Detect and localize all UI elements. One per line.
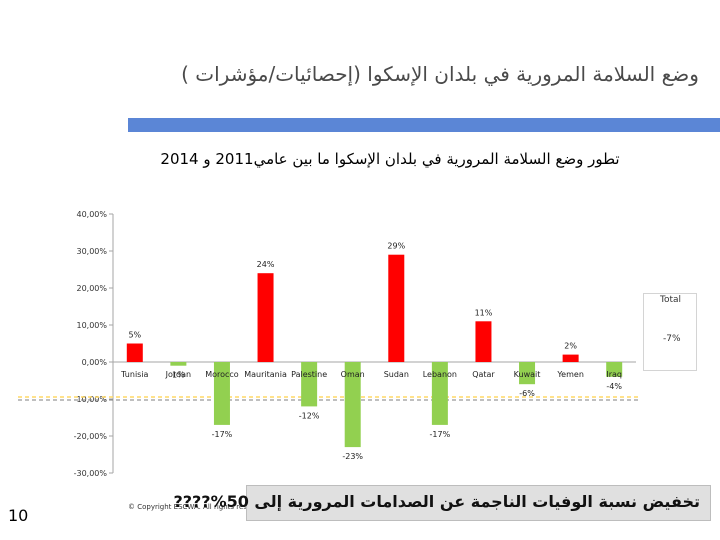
- x-tick-label: Yemen: [556, 370, 584, 379]
- x-tick-label: Palestine: [291, 370, 327, 379]
- footer-box: تخفيض نسبة الوفيات الناجمة عن الصدامات ا…: [173, 485, 711, 521]
- data-label: 2%: [564, 342, 577, 351]
- bar: [388, 254, 405, 362]
- data-label: 1%: [172, 371, 185, 380]
- y-tick-label: -30,00%: [74, 469, 108, 478]
- footer-text: تخفيض نسبة الوفيات الناجمة عن الصدامات ا…: [173, 492, 700, 511]
- data-label: -6%: [519, 389, 535, 398]
- chart-axes: 40,00%30,00%20,00%10,00%0,00%-10,00%-20,…: [18, 210, 640, 478]
- bar: [257, 273, 274, 362]
- slide-title: وضع السلامة المرورية في بلدان الإسكوا (إ…: [181, 62, 699, 86]
- data-label: -12%: [299, 411, 320, 420]
- y-tick-label: 20,00%: [76, 284, 107, 293]
- bar: [344, 362, 361, 448]
- data-label: -23%: [342, 452, 363, 461]
- chart-title: تطور وضع السلامة المرورية في بلدان الإسك…: [160, 150, 620, 168]
- data-label: -17%: [212, 430, 233, 439]
- data-label: 24%: [257, 260, 275, 269]
- x-tick-label: Iraq: [606, 370, 622, 379]
- bar: [475, 321, 492, 362]
- y-tick-label: 10,00%: [76, 321, 107, 330]
- bar: [431, 362, 448, 425]
- y-tick-label: -20,00%: [74, 432, 108, 441]
- data-label: -17%: [430, 430, 451, 439]
- bar: [606, 362, 623, 377]
- legend-label: Total: [660, 295, 682, 305]
- page-number: 10: [8, 506, 29, 525]
- x-tick-label: Morocco: [205, 370, 239, 379]
- x-tick-label: Tunisia: [120, 370, 148, 379]
- y-tick-label: 40,00%: [76, 210, 107, 219]
- data-label: 5%: [128, 331, 141, 340]
- legend-value: -7%: [663, 334, 681, 344]
- data-label: 11%: [475, 308, 493, 317]
- bar: [519, 362, 536, 385]
- bar: [301, 362, 318, 407]
- title-accent-bar: [128, 118, 720, 132]
- data-label: 29%: [387, 242, 405, 251]
- x-tick-label: Jordan: [165, 370, 191, 379]
- x-tick-label: Lebanon: [423, 370, 457, 379]
- chart-bars: [126, 254, 623, 448]
- bar: [213, 362, 230, 425]
- copyright-text: © Copyright ESCWA. All rights reserved: [128, 503, 268, 511]
- x-tick-label: Kuwait: [514, 370, 541, 379]
- y-tick-label: 30,00%: [76, 247, 107, 256]
- x-tick-label: Qatar: [472, 370, 495, 379]
- data-label: -4%: [606, 382, 622, 391]
- bar: [562, 354, 579, 362]
- x-tick-label: Oman: [341, 370, 365, 379]
- legend-box: Total -7%: [643, 293, 697, 371]
- y-tick-label: 0,00%: [82, 358, 108, 367]
- bar: [126, 343, 143, 362]
- x-tick-label: Mauritania: [244, 370, 287, 379]
- x-tick-label: Sudan: [384, 370, 409, 379]
- bar: [170, 362, 187, 366]
